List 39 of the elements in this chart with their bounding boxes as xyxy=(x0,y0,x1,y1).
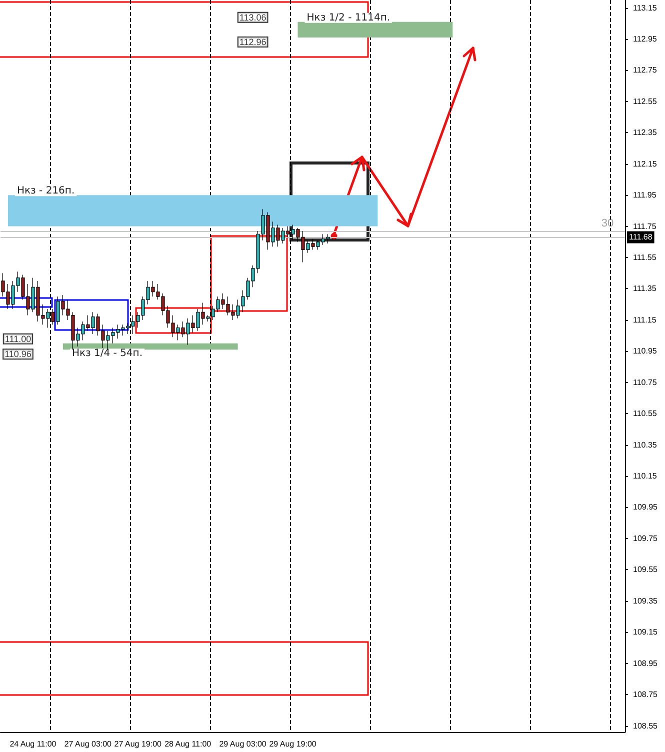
x-tick-label: 28 Aug 11:00 xyxy=(164,740,212,748)
annotation: 111.00 xyxy=(4,334,32,344)
y-tick-label: 109.35 xyxy=(633,596,658,606)
y-tick-label: 111.15 xyxy=(633,315,657,324)
band-label: Нкз 1/2 - 1114п. xyxy=(306,12,390,24)
y-tick-label: 110.35 xyxy=(633,440,658,450)
y-tick-label: 109.55 xyxy=(633,565,658,574)
y-tick-label: 112.95 xyxy=(633,34,658,44)
ref-line-label: 111.68 xyxy=(629,232,653,242)
x-tick-label: 27 Aug 03:00 xyxy=(64,740,112,748)
y-tick-label: 108.95 xyxy=(633,658,658,668)
annotation: 112.96 xyxy=(239,36,266,47)
y-tick-label: 109.15 xyxy=(633,628,658,637)
y-tick-label: 109.95 xyxy=(633,502,658,512)
y-tick-label: 112.35 xyxy=(633,128,658,138)
band-label: Нкз - 216п. xyxy=(16,186,75,197)
annotation: 113.06 xyxy=(239,12,266,22)
y-tick-label: 110.75 xyxy=(633,378,658,387)
y-tick-label: 112.55 xyxy=(633,96,658,106)
x-tick-label: 29 Aug 19:00 xyxy=(269,740,317,748)
y-tick-label: 111.55 xyxy=(633,253,657,262)
y-tick-label: 111.75 xyxy=(633,222,657,231)
x-tick-label: 27 Aug 19:00 xyxy=(114,740,162,748)
y-tick-label: 108.55 xyxy=(633,721,658,730)
x-tick-label: 24 Aug 11:00 xyxy=(10,740,57,748)
y-tick-label: 112.75 xyxy=(633,66,658,75)
band-label: Нкз 1/4 - 54п. xyxy=(72,348,143,360)
annotation: 30 xyxy=(601,217,614,230)
y-tick-label: 110.95 xyxy=(633,346,658,356)
y-tick-label: 112.15 xyxy=(633,159,658,168)
y-tick-label: 110.55 xyxy=(633,409,658,418)
y-tick-label: 113.15 xyxy=(633,3,658,12)
y-tick-label: 109.75 xyxy=(633,534,658,543)
annotation: 110.96 xyxy=(4,349,32,360)
y-tick-label: 110.15 xyxy=(633,472,658,481)
y-tick-label: 108.75 xyxy=(633,690,658,700)
y-tick-label: 111.95 xyxy=(633,190,657,200)
y-tick-label: 111.35 xyxy=(633,284,657,294)
x-tick-label: 29 Aug 03:00 xyxy=(219,740,267,748)
